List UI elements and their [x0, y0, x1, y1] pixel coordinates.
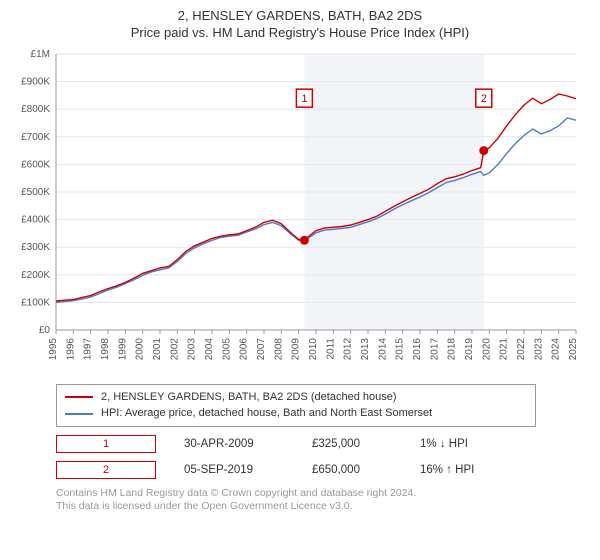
- svg-text:2005: 2005: [221, 337, 232, 360]
- svg-text:2020: 2020: [481, 337, 492, 360]
- svg-text:1996: 1996: [65, 337, 76, 360]
- svg-text:£0: £0: [39, 325, 51, 336]
- legend-item-price-paid: 2, HENSLEY GARDENS, BATH, BA2 2DS (detac…: [65, 389, 527, 406]
- svg-text:1995: 1995: [48, 337, 59, 360]
- svg-text:2023: 2023: [533, 337, 544, 360]
- svg-text:2014: 2014: [377, 337, 388, 360]
- svg-text:2017: 2017: [429, 337, 440, 360]
- svg-text:1999: 1999: [117, 337, 128, 360]
- sale-delta-1: 1% ↓ HPI: [420, 438, 520, 450]
- chart-container: 2, HENSLEY GARDENS, BATH, BA2 2DS Price …: [0, 0, 600, 560]
- svg-text:2003: 2003: [187, 337, 198, 360]
- svg-text:2009: 2009: [291, 337, 302, 360]
- svg-text:£100K: £100K: [21, 297, 50, 308]
- svg-text:2018: 2018: [447, 337, 458, 360]
- svg-text:£600K: £600K: [21, 159, 50, 170]
- legend-swatch-price-paid: [65, 396, 93, 398]
- attribution-line2: This data is licensed under the Open Gov…: [56, 500, 566, 514]
- legend-swatch-hpi: [65, 413, 93, 415]
- svg-text:1998: 1998: [100, 337, 111, 360]
- svg-text:2015: 2015: [395, 337, 406, 360]
- attribution-line1: Contains HM Land Registry data © Crown c…: [56, 487, 566, 501]
- svg-text:2025: 2025: [568, 337, 579, 360]
- chart-area: £0 £100K £200K £300K £400K £500K £600K £700K £80…: [12, 48, 588, 378]
- chart-svg: £0 £100K £200K £300K £400K £500K £600K £700K £80…: [12, 48, 588, 378]
- legend-label-price-paid: 2, HENSLEY GARDENS, BATH, BA2 2DS (detac…: [101, 389, 397, 406]
- svg-text:2011: 2011: [325, 337, 336, 359]
- svg-text:2021: 2021: [499, 337, 510, 360]
- sale-row-2: 2 05-SEP-2019 £650,000 16% ↑ HPI: [56, 461, 536, 479]
- sale-row-1: 1 30-APR-2009 £325,000 1% ↓ HPI: [56, 435, 536, 453]
- sale-delta-2: 16% ↑ HPI: [420, 464, 520, 476]
- svg-text:2008: 2008: [273, 337, 284, 360]
- svg-text:2019: 2019: [464, 337, 475, 360]
- svg-text:£700K: £700K: [21, 132, 50, 143]
- svg-text:£300K: £300K: [21, 242, 50, 253]
- svg-text:£800K: £800K: [21, 104, 50, 115]
- chart-title-line1: 2, HENSLEY GARDENS, BATH, BA2 2DS: [12, 8, 588, 25]
- svg-text:2: 2: [481, 93, 487, 105]
- chart-title-line2: Price paid vs. HM Land Registry's House …: [12, 25, 588, 42]
- svg-text:2024: 2024: [551, 337, 562, 360]
- svg-text:£500K: £500K: [21, 187, 50, 198]
- svg-text:2007: 2007: [256, 337, 267, 360]
- legend-box: 2, HENSLEY GARDENS, BATH, BA2 2DS (detac…: [56, 384, 536, 427]
- svg-text:£900K: £900K: [21, 76, 50, 87]
- sale-marker-badge-1: 1: [56, 435, 156, 453]
- svg-text:2001: 2001: [152, 337, 163, 360]
- svg-text:2013: 2013: [360, 337, 371, 360]
- svg-text:£400K: £400K: [21, 214, 50, 225]
- svg-text:2022: 2022: [516, 337, 527, 360]
- attribution-text: Contains HM Land Registry data © Crown c…: [56, 487, 566, 514]
- sale-date-1: 30-APR-2009: [184, 438, 284, 450]
- sale-date-2: 05-SEP-2019: [184, 464, 284, 476]
- svg-text:£200K: £200K: [21, 270, 50, 281]
- svg-text:2010: 2010: [308, 337, 319, 360]
- svg-text:2004: 2004: [204, 337, 215, 360]
- svg-text:2006: 2006: [239, 337, 250, 360]
- legend-label-hpi: HPI: Average price, detached house, Bath…: [101, 405, 432, 422]
- svg-text:1: 1: [301, 93, 307, 105]
- svg-text:£1M: £1M: [31, 49, 50, 60]
- sales-table: 1 30-APR-2009 £325,000 1% ↓ HPI 2 05-SEP…: [56, 435, 536, 479]
- svg-text:1997: 1997: [83, 337, 94, 360]
- svg-text:2012: 2012: [343, 337, 354, 360]
- svg-text:2002: 2002: [169, 337, 180, 360]
- sale-price-2: £650,000: [312, 464, 392, 476]
- svg-text:2000: 2000: [135, 337, 146, 360]
- sale-marker-badge-2: 2: [56, 461, 156, 479]
- legend-item-hpi: HPI: Average price, detached house, Bath…: [65, 405, 527, 422]
- sale-price-1: £325,000: [312, 438, 392, 450]
- svg-text:2016: 2016: [412, 337, 423, 360]
